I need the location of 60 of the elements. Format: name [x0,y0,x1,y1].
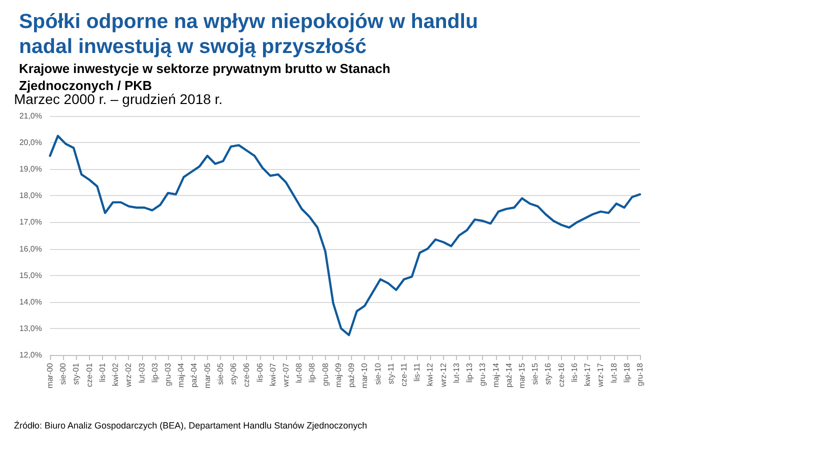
x-tick-label: wrz-07 [282,362,290,388]
x-tick-label: lip-03 [150,362,160,383]
x-tick-label: lip-13 [465,362,474,383]
y-tick-label: 15,0% [19,270,42,280]
x-tick-label: sie-15 [530,362,540,385]
x-tick-label: lip-18 [622,362,632,383]
x-tick-label: sie-10 [373,362,382,385]
x-tick-label: sty-16 [544,362,553,385]
y-tick-label: 14,0% [19,297,42,306]
x-tick-label: mar-00 [46,362,54,388]
x-tick-label: lut-08 [294,362,304,384]
x-tick-label: mar-05 [202,362,212,388]
x-tick-label: wrz-12 [438,362,448,388]
x-tick-label: gru-08 [320,362,330,386]
x-tick-label: kwi-02 [111,362,120,386]
x-tick-label: sty-11 [386,362,396,384]
x-tick-label: lut-13 [452,362,461,384]
x-tick-label: maj-14 [491,362,500,388]
x-tick-label: mar-15 [518,362,526,388]
x-tick-label: lis-01 [98,362,107,382]
x-tick-label: paź-09 [347,362,356,388]
x-tick-label: sie-00 [58,362,68,385]
chart-title: Spółki odporne na wpływ niepokojów w handlu nadal inwestują w swoją przyszłość [19,10,484,58]
x-tick-label: kwi-07 [268,362,278,386]
x-tick-label: lut-03 [137,362,146,384]
x-tick-label: lis-16 [570,362,579,382]
x-tick-label: lis-11 [412,362,422,382]
chart-subtitle: Krajowe inwestycje w sektorze prywatnym brutto w Stanach Zjednoczonych / PKB [19,61,394,93]
x-tick-label: cze-11 [400,362,408,386]
x-tick-label: sty-06 [229,362,238,385]
x-tick-label: gru-18 [636,362,644,386]
x-tick-label: wrz-17 [596,362,606,388]
line-series [48,134,642,336]
x-tick-label: wrz-02 [124,362,134,388]
x-tick-label: gru-03 [164,362,172,386]
x-tick-label: cze-06 [242,362,252,388]
x-tick-label: gru-13 [478,362,488,386]
y-tick-label: 19,0% [19,164,42,174]
x-tick-label: maj-09 [334,362,343,388]
x-tick-label: kwi-17 [583,362,592,386]
x-tick-label: sty-01 [72,362,81,385]
y-tick-label: 12,0% [19,350,42,360]
y-tick-label: 16,0% [19,244,42,254]
x-tick-label: lut-18 [609,362,618,384]
y-tick-label: 21,0% [19,112,42,120]
y-tick-label: 17,0% [19,218,42,227]
x-tick-label: cze-01 [84,362,94,388]
x-tick-label: maj-04 [176,362,186,388]
x-tick-label: mar-10 [360,362,370,388]
x-tick-label: cze-16 [556,362,566,388]
x-tick-label: paź-04 [190,362,199,388]
y-tick-label: 18,0% [19,191,42,200]
x-tick-label: lis-06 [255,362,264,382]
x-tick-label: sie-05 [216,362,225,385]
y-tick-label: 13,0% [19,324,42,333]
x-tick-label: lip-08 [308,362,317,383]
text: Źródło: Biuro Analiz Gospodarczych (BEA), Departament Handlu Stanów Zjednoczonych [14,420,368,430]
x-tick-label: paź-14 [504,362,514,388]
y-tick-label: 20,0% [19,138,42,148]
x-tick-label: kwi-12 [426,362,435,386]
